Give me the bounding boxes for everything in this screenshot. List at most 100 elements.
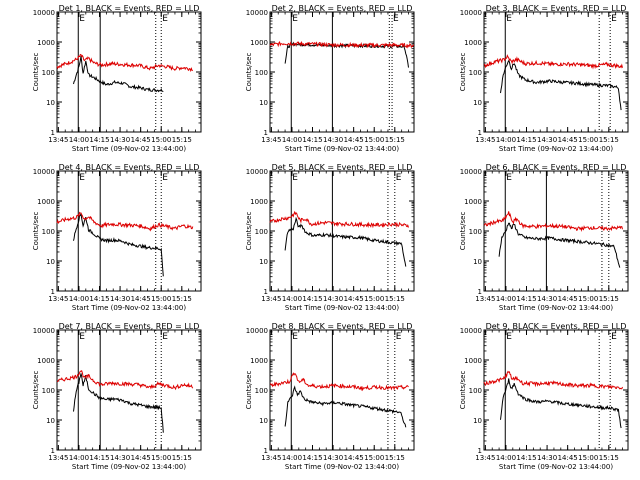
- panel-title: Det 4, BLACK = Events, RED = LLD: [59, 163, 200, 172]
- time-marker-label: E: [292, 173, 298, 183]
- x-tick-label: 14:15: [302, 295, 322, 303]
- x-tick-label: 14:00: [496, 295, 516, 303]
- y-tick-label: 10: [473, 417, 482, 425]
- y-tick-label: 1: [478, 129, 482, 137]
- y-tick-label: 1: [51, 288, 55, 296]
- y-tick-label: 10000: [460, 327, 482, 335]
- x-axis-label: Start Time (09-Nov-02 13:44:00): [72, 463, 186, 471]
- lld-series-line: [483, 54, 623, 70]
- panel-title: Det 6, BLACK = Events, RED = LLD: [486, 163, 627, 172]
- x-tick-label: 15:00: [151, 136, 171, 144]
- x-tick-label: 14:00: [69, 454, 89, 462]
- time-marker-label: E: [506, 332, 512, 342]
- lld-series-line: [269, 40, 415, 49]
- x-tick-label: 15:00: [151, 454, 171, 462]
- x-tick-label: 13:45: [261, 136, 281, 144]
- x-tick-label: 14:00: [496, 136, 516, 144]
- x-tick-label: 14:30: [537, 454, 557, 462]
- x-tick-label: 14:45: [344, 454, 364, 462]
- y-tick-label: 1: [51, 129, 55, 137]
- x-tick-label: 14:30: [323, 136, 343, 144]
- x-tick-label: 14:00: [282, 454, 302, 462]
- x-tick-label: 14:45: [131, 295, 151, 303]
- y-tick-label: 1000: [250, 39, 268, 47]
- x-tick-label: 15:00: [578, 136, 598, 144]
- x-tick-label: 13:45: [48, 454, 68, 462]
- y-tick-label: 1000: [250, 198, 268, 206]
- x-axis-label: Start Time (09-Nov-02 13:44:00): [499, 145, 613, 153]
- x-tick-label: 14:45: [558, 136, 578, 144]
- panel-det-1: Det 1, BLACK = Events, RED = LLD 1 10 100 10…: [32, 4, 202, 153]
- panel-title: Det 1, BLACK = Events, RED = LLD: [59, 4, 200, 13]
- time-marker-label: E: [396, 332, 402, 342]
- y-tick-label: 1000: [464, 357, 482, 365]
- x-tick-label: 15:15: [385, 295, 405, 303]
- x-axis-label: Start Time (09-Nov-02 13:44:00): [72, 304, 186, 312]
- x-tick-label: 15:00: [578, 454, 598, 462]
- panel-det-7: Det 7, BLACK = Events, RED = LLD 1 10 100 10…: [32, 322, 202, 471]
- x-tick-label: 14:15: [302, 136, 322, 144]
- x-tick-label: 14:30: [110, 136, 130, 144]
- lld-series-line: [56, 53, 193, 73]
- lld-series-line: [269, 372, 409, 392]
- x-tick-label: 15:15: [385, 454, 405, 462]
- x-tick-label: 14:15: [89, 454, 109, 462]
- y-tick-label: 10: [259, 258, 268, 266]
- time-marker-label: E: [611, 14, 617, 24]
- y-tick-label: 10000: [246, 327, 268, 335]
- x-tick-label: 15:15: [385, 136, 405, 144]
- time-marker-label: E: [162, 14, 168, 24]
- x-tick-label: 14:45: [558, 454, 578, 462]
- panel-title: Det 9, BLACK = Events, RED = LLD: [486, 322, 627, 331]
- y-tick-label: 10: [473, 258, 482, 266]
- x-axis-label: Start Time (09-Nov-02 13:44:00): [285, 304, 399, 312]
- x-tick-label: 14:45: [344, 136, 364, 144]
- x-tick-label: 15:00: [578, 295, 598, 303]
- x-tick-label: 14:30: [323, 454, 343, 462]
- x-tick-label: 14:45: [131, 136, 151, 144]
- x-tick-label: 13:45: [261, 295, 281, 303]
- panel-det-4: Det 4, BLACK = Events, RED = LLD 1 10 100 10…: [32, 163, 202, 312]
- y-tick-label: 1: [478, 288, 482, 296]
- events-series-line: [284, 216, 407, 267]
- y-tick-label: 1: [264, 129, 268, 137]
- y-tick-label: 100: [255, 69, 268, 77]
- panel-title: Det 5, BLACK = Events, RED = LLD: [272, 163, 413, 172]
- panel-det-2: Det 2, BLACK = Events, RED = LLD 1 10 100 10…: [245, 4, 415, 153]
- x-axis-label: Start Time (09-Nov-02 13:44:00): [499, 463, 613, 471]
- lld-series-line: [483, 370, 623, 390]
- time-marker-label: E: [611, 332, 617, 342]
- panel-det-5: Det 5, BLACK = Events, RED = LLD 1 10 100 10…: [245, 163, 415, 312]
- x-tick-label: 13:45: [475, 454, 495, 462]
- x-tick-label: 15:15: [599, 136, 619, 144]
- panel-det-8: Det 8, BLACK = Events, RED = LLD 1 10 100 10…: [245, 322, 415, 471]
- panel-title: Det 3, BLACK = Events, RED = LLD: [486, 4, 627, 13]
- y-tick-label: 1: [478, 447, 482, 455]
- x-tick-label: 14:15: [516, 136, 536, 144]
- events-series-line: [73, 55, 164, 93]
- y-tick-label: 10000: [33, 327, 55, 335]
- y-axis-label: Counts/sec: [32, 212, 40, 251]
- y-axis-label: Counts/sec: [245, 212, 253, 251]
- x-tick-label: 15:15: [172, 454, 192, 462]
- x-tick-label: 14:15: [516, 454, 536, 462]
- x-tick-label: 15:00: [364, 136, 384, 144]
- x-tick-label: 15:15: [599, 454, 619, 462]
- x-tick-label: 14:45: [558, 295, 578, 303]
- events-series-line: [73, 212, 164, 277]
- x-tick-label: 13:45: [48, 295, 68, 303]
- x-axis-label: Start Time (09-Nov-02 13:44:00): [72, 145, 186, 153]
- x-tick-label: 15:15: [172, 295, 192, 303]
- x-tick-label: 14:30: [537, 136, 557, 144]
- y-tick-label: 1: [264, 447, 268, 455]
- events-series-line: [500, 59, 622, 111]
- x-tick-label: 14:30: [323, 295, 343, 303]
- x-tick-label: 15:00: [151, 295, 171, 303]
- panel-title: Det 8, BLACK = Events, RED = LLD: [272, 322, 413, 331]
- x-tick-label: 13:45: [475, 295, 495, 303]
- y-axis-label: Counts/sec: [459, 371, 467, 410]
- time-marker-label: E: [396, 173, 402, 183]
- time-marker-label: E: [162, 332, 168, 342]
- y-tick-label: 1000: [464, 39, 482, 47]
